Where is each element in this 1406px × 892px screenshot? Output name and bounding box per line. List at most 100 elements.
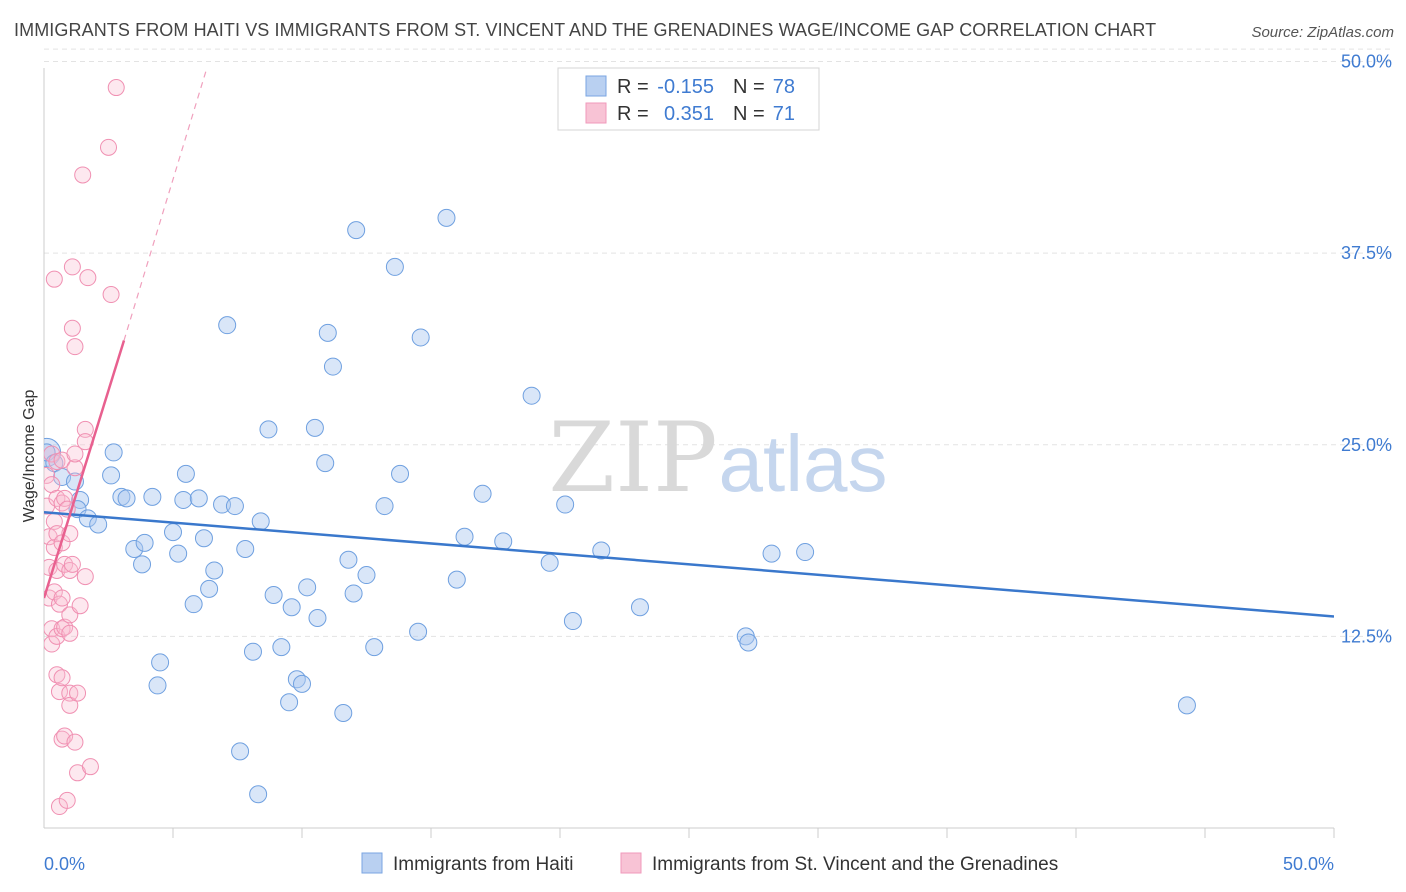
- data-point: [231, 742, 250, 761]
- data-point: [81, 758, 99, 776]
- data-point: [213, 495, 232, 514]
- data-point: [69, 684, 87, 702]
- data-point: [66, 459, 84, 477]
- data-point: [272, 638, 291, 657]
- data-point: [225, 497, 244, 516]
- legend-n-value: 71: [773, 103, 795, 125]
- source-label: Source: ZipAtlas.com: [1251, 24, 1394, 41]
- legend: R = -0.155 N = 78 R = 0.351 N = 71: [557, 67, 820, 131]
- bottom-legend-label-stvincent: Immigrants from St. Vincent and the Gren…: [652, 854, 1058, 875]
- data-point: [365, 638, 384, 657]
- data-point: [71, 597, 89, 615]
- data-point: [66, 733, 84, 751]
- trend-line-stvincent: [44, 340, 126, 599]
- data-point: [344, 584, 363, 603]
- data-point: [437, 208, 456, 227]
- data-point: [48, 666, 66, 684]
- data-point: [63, 555, 81, 573]
- data-point: [540, 553, 559, 572]
- data-point: [135, 533, 154, 552]
- data-point: [102, 286, 120, 304]
- y-tick-label: 50.0%: [1341, 52, 1392, 72]
- data-point: [473, 484, 492, 503]
- data-point: [318, 323, 337, 342]
- data-point: [125, 539, 144, 558]
- data-point: [53, 589, 71, 607]
- watermark-atlas: atlas: [719, 419, 888, 508]
- data-point: [79, 269, 97, 287]
- data-point: [117, 489, 136, 508]
- data-point: [133, 555, 152, 574]
- data-point: [143, 487, 162, 506]
- data-point: [44, 466, 56, 484]
- y-tick-label: 37.5%: [1341, 243, 1392, 263]
- data-point: [189, 489, 208, 508]
- data-point: [334, 704, 353, 723]
- legend-r-label: R =: [617, 103, 649, 125]
- data-point: [249, 785, 268, 804]
- y-tick-label: 12.5%: [1341, 626, 1392, 646]
- data-point: [107, 79, 125, 97]
- y-axis-label: Wage/Income Gap: [21, 390, 38, 523]
- data-point: [563, 612, 582, 631]
- data-point: [76, 420, 94, 438]
- trend-lines: [44, 68, 1334, 618]
- data-point: [447, 570, 466, 589]
- x-tick-label-min: 0.0%: [44, 854, 85, 874]
- x-ticks: [172, 828, 1335, 838]
- watermark-zip: ZIP: [548, 402, 717, 514]
- data-point: [316, 454, 335, 473]
- data-point: [298, 578, 317, 597]
- data-point: [66, 445, 84, 463]
- legend-n-label: N =: [733, 76, 765, 98]
- data-point: [148, 676, 167, 695]
- data-point: [264, 585, 283, 604]
- legend-r-value: -0.155: [657, 76, 714, 98]
- data-point: [739, 633, 758, 652]
- data-point: [347, 221, 366, 240]
- data-point: [385, 257, 404, 276]
- legend-r-label: R =: [617, 76, 649, 98]
- data-point: [63, 319, 81, 337]
- data-point: [169, 544, 188, 563]
- data-point: [78, 509, 97, 528]
- data-point: [236, 539, 255, 558]
- data-point: [218, 316, 237, 335]
- data-point: [102, 466, 121, 485]
- data-point: [796, 543, 815, 562]
- data-point: [56, 489, 74, 507]
- legend-swatch-stvincent: [585, 102, 607, 124]
- trend-line-stvincent-extension: [123, 68, 208, 341]
- data-point: [411, 328, 430, 347]
- data-point: [280, 693, 299, 712]
- data-point: [100, 138, 117, 156]
- x-tick-label-max: 50.0%: [1283, 854, 1334, 874]
- y-tick-labels: 12.5% 25.0% 37.5% 50.0%: [1341, 52, 1392, 647]
- data-point: [323, 357, 342, 376]
- data-point: [305, 418, 324, 437]
- data-point: [282, 598, 301, 617]
- bottom-legend-swatch-haiti: [361, 852, 383, 874]
- data-point: [184, 595, 203, 614]
- data-point: [61, 624, 79, 642]
- data-point: [522, 386, 541, 405]
- data-point: [339, 550, 358, 569]
- bottom-legend: Immigrants from Haiti Immigrants from St…: [361, 852, 1058, 875]
- legend-n-label: N =: [733, 103, 765, 125]
- bottom-legend-swatch-stvincent: [620, 852, 642, 874]
- trend-line-haiti: [44, 510, 1334, 618]
- data-point: [251, 512, 270, 531]
- data-point: [176, 464, 195, 483]
- data-point: [308, 608, 327, 627]
- data-point: [375, 497, 394, 516]
- data-point: [357, 566, 376, 585]
- data-point: [592, 541, 611, 560]
- data-point: [762, 544, 781, 563]
- data-point: [391, 464, 410, 483]
- data-point: [45, 270, 63, 288]
- data-point: [56, 727, 74, 745]
- data-point: [151, 653, 170, 672]
- data-point: [53, 669, 71, 687]
- data-point: [76, 568, 94, 586]
